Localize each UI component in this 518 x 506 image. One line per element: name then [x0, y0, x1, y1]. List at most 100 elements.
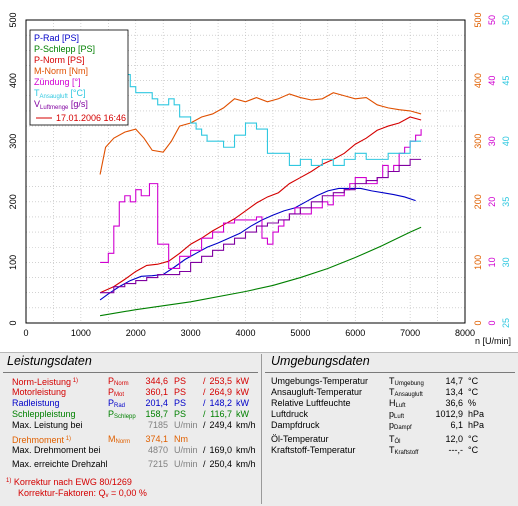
right-tick-label: 50 [487, 15, 497, 25]
x-tick-label: 4000 [235, 328, 255, 338]
umgebung-label: Dampfdruck [271, 420, 320, 430]
umgebung-symbol: TKraftstoff [389, 445, 419, 456]
right-tick-label: 40 [501, 136, 511, 146]
leistung-value-2: 253,5 [209, 376, 232, 386]
leistung-separator: / [203, 445, 206, 455]
x-tick-label: 6000 [345, 328, 365, 338]
series-line [100, 61, 422, 166]
series-lines [99, 61, 422, 317]
leistung-value: 344,6 [145, 376, 168, 386]
legend-entry: Zündung [°] [34, 77, 81, 87]
leistung-unit-2: km/h [236, 445, 256, 455]
legend: P-Rad [PS]P-Schlepp [PS]P-Norm [PS]M-Nor… [29, 29, 129, 126]
right-tick-label: 20 [487, 197, 497, 207]
leistung-unit-2: km/h [236, 459, 256, 469]
right-tick-label: 30 [501, 257, 511, 267]
umgebung-value: 13,4 [445, 387, 463, 397]
x-tick-label: 7000 [400, 328, 420, 338]
leistung-value: 374,1 [145, 434, 168, 444]
umgebung-value: 6,1 [450, 420, 463, 430]
right-tick-label: 0 [473, 320, 483, 325]
leistung-value-2: 264,9 [209, 387, 232, 397]
leistung-value: 360,1 [145, 387, 168, 397]
legend-entry: M-Norm [Nm] [34, 66, 88, 76]
leistung-separator: / [203, 409, 206, 419]
leistung-unit-2: kW [236, 398, 249, 408]
grid [26, 20, 465, 323]
leistung-separator: / [203, 398, 206, 408]
umgebung-symbol: HLuft [389, 398, 406, 409]
leistung-label: Max. erreichte Drehzahl [12, 459, 108, 469]
x-axis-label: n [U/min] [475, 336, 511, 346]
umgebung-unit: % [468, 398, 477, 408]
leistung-symbol: PNorm [108, 376, 129, 387]
legend-entry: P-Norm [PS] [34, 55, 85, 65]
right-tick-label: 10 [487, 257, 497, 267]
plot-frame [25, 19, 466, 324]
leistung-symbol: MNorm [108, 434, 131, 445]
leistung-separator: / [203, 376, 206, 386]
leistung-value-2: 116,7 [210, 409, 232, 419]
right-tick-label: 30 [487, 136, 497, 146]
umgebung-unit: hPa [468, 409, 485, 419]
leistung-label: Radleistung [12, 398, 60, 408]
umgebung-label: Umgebungs-Temperatur [271, 376, 369, 386]
right-tick-label: 0 [487, 320, 497, 325]
umgebung-symbol: TAnsaugluft [389, 387, 423, 398]
y-tick-label: 300 [8, 134, 18, 149]
footnote2-label: Korrektur-Faktoren: Q [18, 488, 106, 498]
y-axis-ticks: 0 100 200 300 400 500 [8, 12, 18, 325]
leistung-value: 7215 [147, 459, 168, 469]
y-tick-label: 500 [8, 12, 18, 27]
right-tick-label: 400 [473, 73, 483, 88]
leistung-separator: / [203, 459, 206, 469]
umgebung-value: 36,6 [445, 398, 463, 408]
right-tick-label: 25 [501, 318, 511, 328]
x-tick-label: 0 [23, 328, 28, 338]
leistung-separator: / [203, 420, 206, 430]
umgebung-value: 12,0 [445, 434, 463, 444]
umgebung-unit: °C [468, 434, 479, 444]
leistung-value: 201,4 [145, 398, 168, 408]
x-tick-label: 2000 [126, 328, 146, 338]
leistung-label: Max. Leistung bei [12, 420, 83, 430]
right-tick-label: 200 [473, 194, 483, 209]
leistung-unit: PS [174, 376, 187, 386]
leistung-symbol: PMot [108, 387, 125, 398]
leistung-unit: PS [174, 409, 187, 419]
umgebungsdaten-rule [265, 372, 515, 373]
umgebung-value: ---,- [448, 445, 464, 455]
legend-timestamp: 17.01.2006 16:46 [56, 113, 126, 123]
leistung-unit-2: kW [236, 409, 249, 419]
leistung-value-2: 250,4 [209, 459, 232, 469]
umgebung-unit: °C [468, 376, 479, 386]
umgebung-unit: hPa [468, 420, 485, 430]
leistung-unit: U/min [174, 459, 198, 469]
leistung-label: Schleppleistung [12, 409, 76, 419]
right-tick-label: 40 [487, 76, 497, 86]
footnote-text: Korrektur nach EWG 80/1269 [13, 477, 132, 487]
umgebung-symbol: TÖl [389, 434, 401, 445]
right-tick-label: 35 [501, 197, 511, 207]
y-tick-label: 0 [8, 320, 18, 325]
umgebung-label: Luftdruck [271, 409, 309, 419]
legend-entry: VLuftmenge [g/s] [34, 99, 88, 111]
leistung-unit: PS [174, 398, 187, 408]
umgebungsdaten-title: Umgebungsdaten [271, 354, 370, 368]
series-line [99, 187, 416, 301]
leistung-label: Drehmoment 1) [12, 435, 72, 445]
y-tick-label: 100 [8, 255, 18, 270]
right-tick-label: 45 [501, 76, 511, 86]
leistung-unit: U/min [174, 420, 198, 430]
right-tick-label: 100 [473, 255, 483, 270]
leistungsdaten-title: Leistungsdaten [7, 354, 92, 368]
footnote-marker: 1) [6, 478, 12, 484]
leistung-unit: Nm [174, 434, 188, 444]
x-axis-ticks: 0 1000 2000 3000 4000 5000 6000 7000 8000 [23, 328, 475, 338]
leistungsdaten-rule [3, 372, 258, 373]
series-line [99, 226, 422, 317]
right-axis-ticks: 0 100 200 300 400 500 0 10 20 30 40 50 25 30 35 40 45 50 [473, 12, 511, 328]
x-tick-label: 5000 [290, 328, 310, 338]
panel-divider [261, 354, 262, 504]
umgebung-unit: °C [468, 387, 479, 397]
